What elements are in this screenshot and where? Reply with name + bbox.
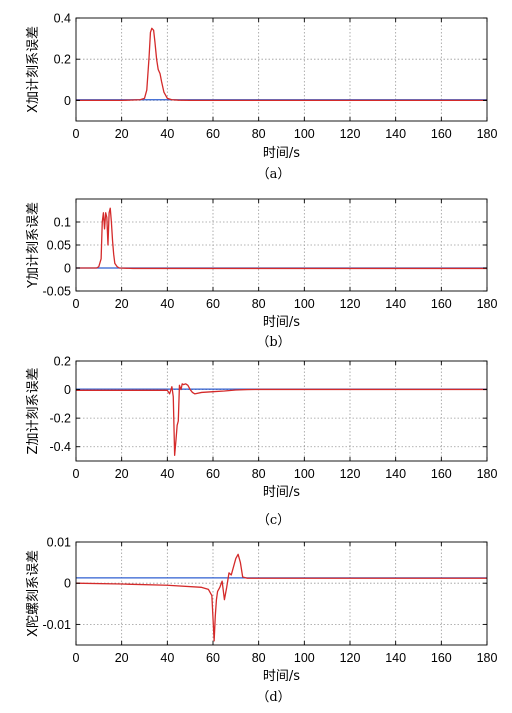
x-axis-title: 时间/s [263,146,300,161]
x-tick-label-0: 0 [73,467,80,481]
plot-area [76,361,487,461]
x-tick-label-5: 100 [294,127,315,141]
y-tick-label-2: 0.05 [47,239,71,253]
chart-panel-1: 0 20 40 60 80 100 120 140 160 180-0.0500.050.1Y加计… [26,198,498,350]
y-axis-title: X加计刻系误差 [26,26,41,113]
x-tick-label-1: 20 [115,297,129,311]
panel-caption: （c） [257,513,290,528]
plot-area [76,18,487,121]
y-tick-label-2: 0.4 [54,12,71,26]
x-tick-label-7: 140 [385,651,406,665]
y-tick-label-3: 0.1 [54,216,71,230]
axes-frame [75,17,488,122]
chart-panel-2: 0 20 40 60 80 100 120 140 160 180 -0.4 -0.2 0 0.2 Z加计刻… [26,355,497,529]
y-tick-label-0: -0.05 [43,285,72,299]
x-tick-label-3: 60 [206,297,220,311]
y-tick-label-2: 0 [64,383,71,397]
plot-area [76,542,487,645]
x-tick-label-8: 160 [431,467,452,481]
x-tick-label-9: 180 [477,127,498,141]
x-tick-label-2: 40 [160,127,174,141]
x-axis-title: 时间/s [263,315,300,330]
axes-frame [75,541,488,646]
y-axis-title: X陀螺刻系误差 [25,550,41,637]
x-tick-label-0: 0 [73,127,80,141]
x-tick-label-4: 80 [252,127,266,141]
y-axis-title: Z加计刻系误差 [26,368,41,455]
x-tick-label-1: 20 [115,651,129,665]
y-tick-label-1: 0 [64,262,71,276]
x-tick-label-4: 80 [252,467,266,481]
y-tick-label-2: 0.01 [47,536,71,550]
chart-panel-0: 0 20 40 60 80 100 120 140 160 180 0 0.2 0.4 X加计刻系误差时间… [26,12,497,183]
x-tick-label-4: 80 [252,297,266,311]
x-tick-label-6: 120 [340,651,361,665]
x-tick-label-3: 60 [206,467,220,481]
y-tick-label-0: -0.4 [49,440,71,454]
panel-caption: （d） [256,690,290,705]
x-tick-label-6: 120 [340,297,361,311]
series-line-1 [76,207,487,270]
x-axis-title: 时间/s [263,485,300,500]
x-tick-label-5: 100 [294,651,315,665]
x-tick-label-0: 0 [73,297,80,311]
y-tick-label-1: 0.2 [54,53,71,67]
x-tick-label-3: 60 [206,127,220,141]
y-tick-label-3: 0.2 [54,355,71,369]
x-tick-label-5: 100 [294,467,315,481]
x-tick-label-0: 0 [73,651,80,665]
series-line-1 [75,553,487,642]
x-tick-label-8: 160 [431,127,452,141]
x-tick-label-3: 60 [206,651,220,665]
y-tick-label-1: 0 [64,577,71,591]
y-tick-label-1: -0.2 [49,412,71,426]
chart-panel-3: 0 20 40 60 80 100 120 140 160 180 -0.01 0 0.01 X陀螺刻系误… [25,536,497,706]
x-tick-label-1: 20 [115,127,129,141]
x-tick-label-7: 140 [385,127,406,141]
x-tick-label-2: 40 [160,467,174,481]
x-tick-label-9: 180 [477,651,498,665]
axes-frame [75,360,488,462]
plot-area [76,199,487,291]
panel-caption: （a） [257,167,291,182]
x-tick-label-9: 180 [477,297,498,311]
x-tick-label-5: 100 [294,297,315,311]
x-tick-label-8: 160 [431,297,452,311]
x-tick-label-6: 120 [340,127,361,141]
panel-caption: （b） [256,335,290,350]
x-tick-label-7: 140 [385,297,406,311]
x-tick-label-1: 20 [115,467,129,481]
x-tick-label-2: 40 [160,651,174,665]
series-line-1 [76,383,487,456]
x-tick-label-7: 140 [385,467,406,481]
x-tick-label-4: 80 [252,651,266,665]
y-tick-label-0: -0.01 [43,618,72,632]
y-axis-title: Y加计刻系误差 [26,202,41,289]
x-tick-label-8: 160 [431,651,452,665]
series-line-1 [76,27,487,102]
x-tick-label-2: 40 [160,297,174,311]
y-tick-label-0: 0 [64,94,71,108]
x-tick-label-9: 180 [477,467,498,481]
x-tick-label-6: 120 [340,467,361,481]
x-axis-title: 时间/s [263,669,300,684]
